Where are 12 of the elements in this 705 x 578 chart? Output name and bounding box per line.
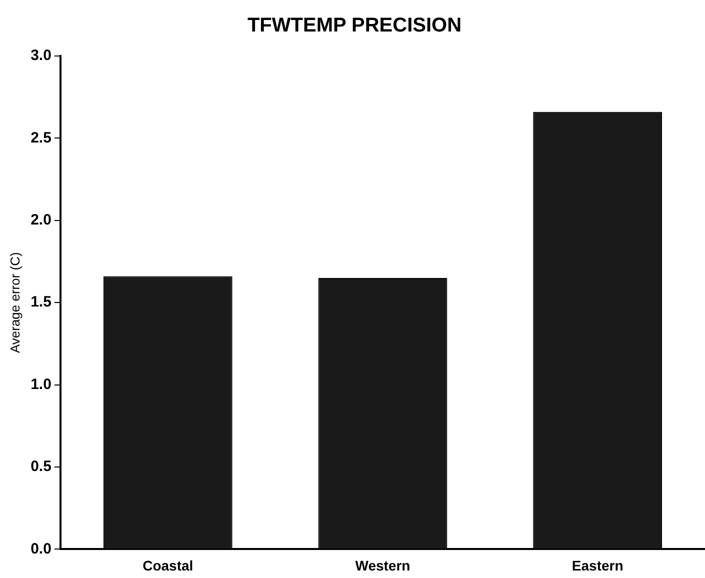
y-tick-label: 2.5 xyxy=(30,129,52,146)
y-tick-label: 0.0 xyxy=(30,540,52,558)
y-tick-label: 2.0 xyxy=(30,212,52,229)
x-tick-label: Coastal xyxy=(142,557,194,574)
x-tick-label: Western xyxy=(355,557,410,574)
x-tick-label: Eastern xyxy=(572,557,624,574)
y-tick-label: 1.5 xyxy=(30,294,52,311)
chart-title: TFWTEMP PRECISION xyxy=(247,14,462,37)
y-axis-title: Average error (C) xyxy=(7,252,22,354)
y-tick-label: 0.5 xyxy=(30,458,52,476)
y-tick-label: 1.0 xyxy=(30,376,52,393)
y-tick-label: 3.0 xyxy=(30,47,52,64)
